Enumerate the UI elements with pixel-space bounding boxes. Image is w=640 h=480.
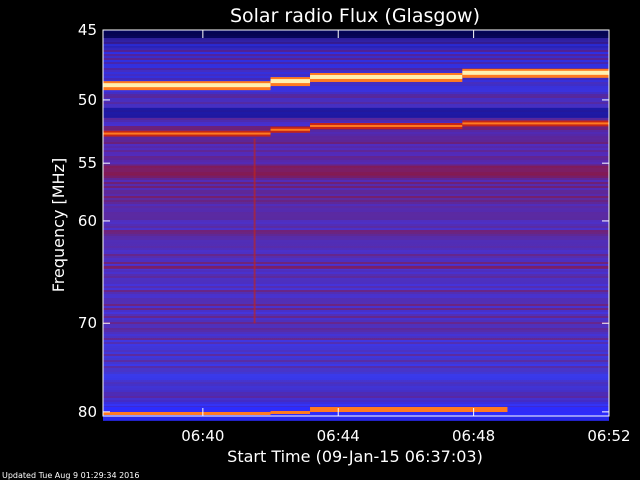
- x-tick-label: 06:40: [181, 427, 224, 445]
- y-tick-label: 45: [78, 21, 97, 39]
- chart-title: Solar radio Flux (Glasgow): [230, 5, 480, 27]
- y-axis: 45 50 55 60 70 80: [78, 21, 609, 421]
- x-tick-label: 06:48: [452, 427, 495, 445]
- x-axis-label: Start Time (09-Jan-15 06:37:03): [227, 447, 483, 466]
- plot-frame: [102, 29, 610, 417]
- y-tick-label: 80: [78, 403, 97, 421]
- y-tick-label: 70: [78, 314, 97, 332]
- y-axis-label: Frequency [MHz]: [49, 158, 68, 292]
- spectrogram-plot-area: [103, 30, 609, 421]
- x-tick-label: 06:52: [587, 427, 630, 445]
- y-tick-label: 60: [78, 212, 97, 230]
- x-tick-label: 06:44: [317, 427, 360, 445]
- x-axis: 06:40 06:44 06:48 06:52: [181, 30, 631, 445]
- y-tick-label: 50: [78, 91, 97, 109]
- updated-timestamp: Updated Tue Aug 9 01:29:34 2016: [2, 471, 139, 480]
- y-tick-label: 55: [78, 154, 97, 172]
